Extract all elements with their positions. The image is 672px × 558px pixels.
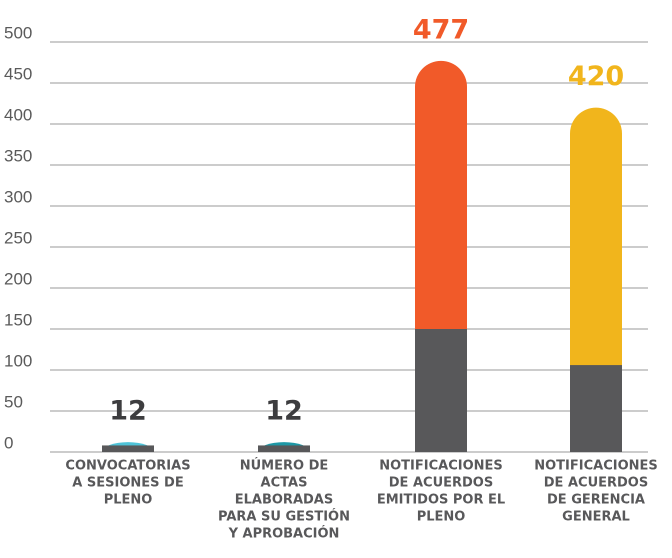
value-label: 420: [568, 61, 624, 92]
value-label: 477: [413, 14, 469, 45]
x-tick-label: NOTIFICACIONES: [379, 459, 503, 474]
y-tick-label: 50: [4, 392, 23, 411]
y-tick-label: 450: [4, 64, 32, 83]
value-label: 12: [109, 396, 147, 427]
x-tick-label: DE GERENCIA: [547, 493, 645, 508]
x-tick-label: GENERAL: [562, 510, 630, 525]
y-tick-label: 200: [4, 269, 32, 288]
x-tick-label: EMITIDOS POR EL: [377, 493, 505, 508]
x-tick-label: NOTIFICACIONES: [534, 459, 658, 474]
x-tick-label: NÚMERO DE: [240, 458, 329, 474]
bar-base: [102, 445, 154, 452]
y-tick-label: 100: [4, 351, 32, 370]
x-tick-label: DE ACUERDOS: [389, 476, 493, 491]
x-tick-label: PLENO: [417, 510, 466, 525]
y-tick-label: 0: [4, 433, 13, 452]
x-tick-label: DE ACUERDOS: [544, 476, 648, 491]
value-label: 12: [265, 396, 303, 427]
x-tick-label: PARA SU GESTIÓN: [218, 509, 350, 525]
y-tick-label: 250: [4, 228, 32, 247]
x-tick-label: PLENO: [104, 493, 153, 508]
y-tick-label: 150: [4, 310, 32, 329]
x-tick-label: ACTAS: [261, 476, 308, 491]
x-tick-label: A SESIONES DE: [72, 476, 183, 491]
x-tick-label: Y APROBACIÓN: [228, 526, 340, 542]
bar-base: [258, 445, 310, 452]
x-tick-label: ELABORADAS: [235, 493, 333, 508]
bar-base: [415, 329, 467, 452]
y-tick-label: 500: [4, 23, 32, 42]
y-tick-label: 400: [4, 105, 32, 124]
bar-base: [570, 365, 622, 452]
y-tick-label: 350: [4, 146, 32, 165]
x-tick-label: CONVOCATORIAS: [65, 459, 190, 474]
y-tick-label: 300: [4, 187, 32, 206]
